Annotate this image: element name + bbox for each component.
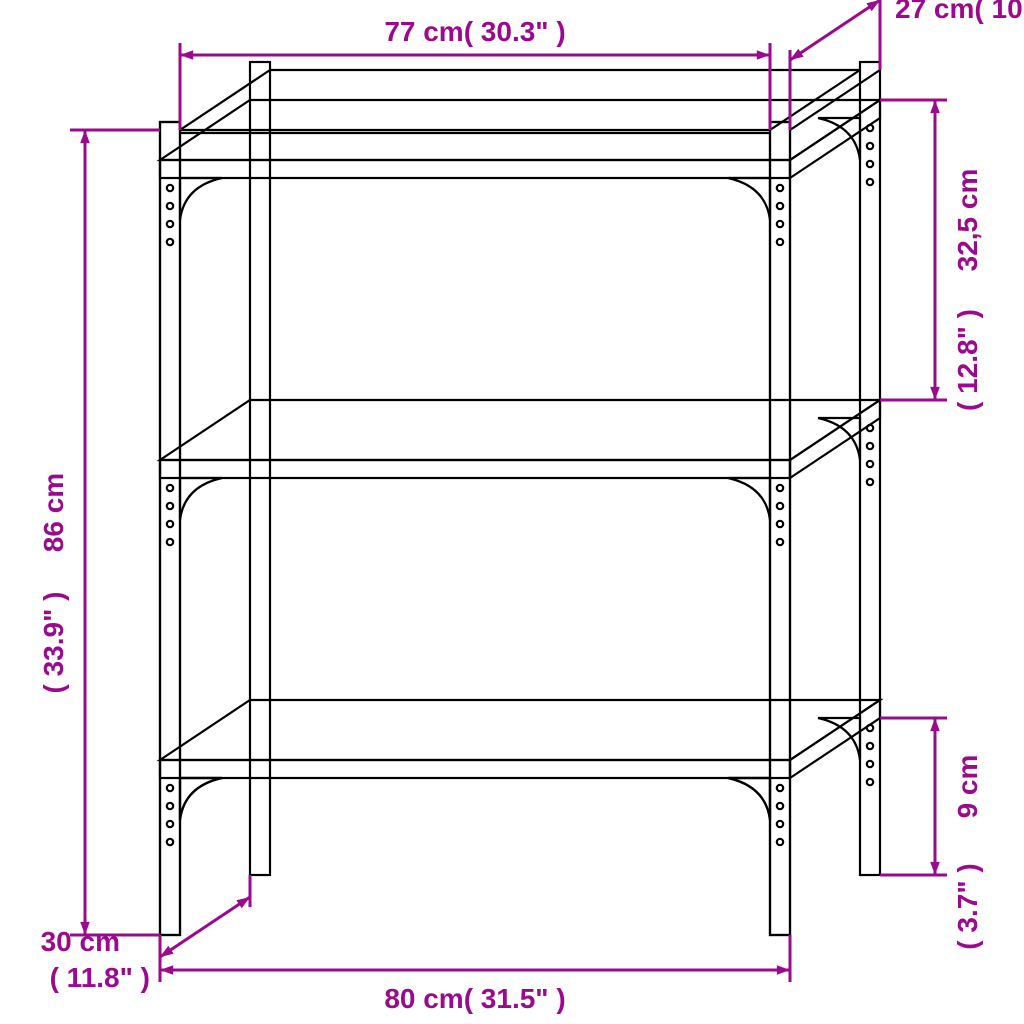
svg-text:32,5 cm: 32,5 cm: [952, 169, 983, 272]
svg-text:80 cm( 31.5" ): 80 cm( 31.5" ): [384, 983, 565, 1014]
svg-text:77 cm( 30.3" ): 77 cm( 30.3" ): [384, 16, 565, 47]
svg-text:27 cm( 10.6" ): 27 cm( 10.6" ): [895, 0, 1024, 24]
svg-text:30 cm: 30 cm: [41, 926, 120, 957]
svg-text:( 3.7" ): ( 3.7" ): [952, 863, 983, 949]
svg-text:( 33.9" ): ( 33.9" ): [38, 592, 69, 694]
svg-text:9 cm: 9 cm: [952, 755, 983, 819]
svg-text:( 11.8" ): ( 11.8" ): [50, 962, 150, 993]
svg-text:( 12.8" ): ( 12.8" ): [952, 309, 983, 411]
svg-text:86 cm: 86 cm: [38, 473, 69, 552]
